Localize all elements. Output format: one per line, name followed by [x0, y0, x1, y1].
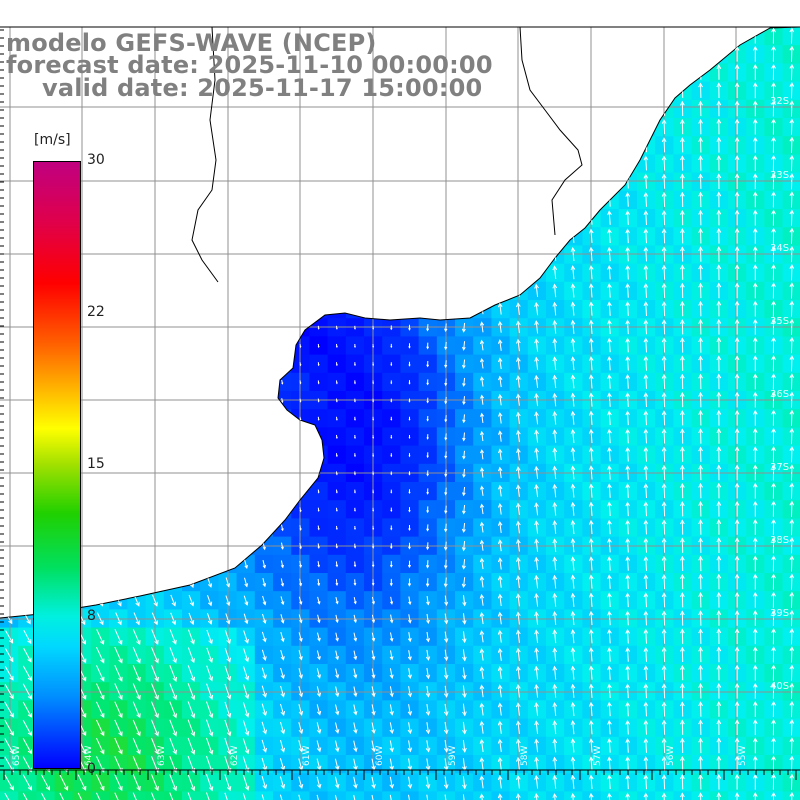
wind-arrow [372, 398, 375, 403]
wind-arrow [372, 471, 375, 476]
wind-arrow [353, 362, 356, 367]
lat-label: 39S [770, 608, 789, 619]
wind-arrow [390, 343, 393, 349]
lat-label: 37S [770, 462, 789, 473]
colorbar-tick: 30 [87, 152, 105, 168]
speed-cell [309, 791, 329, 800]
wind-arrow [372, 453, 375, 458]
colorbar [33, 161, 81, 769]
wind-arrow [390, 489, 393, 494]
speed-cell [345, 791, 365, 800]
lon-label: 60W [375, 746, 385, 766]
wind-arrow [353, 398, 356, 403]
lon-label: 61W [302, 746, 312, 766]
colorbar-tick: 15 [87, 456, 105, 472]
wind-arrow [353, 434, 356, 440]
speed-cell [291, 791, 310, 800]
wind-arrow [390, 380, 393, 385]
wind-arrow [353, 325, 356, 330]
wind-arrow [353, 343, 356, 349]
lon-label: 55W [738, 746, 748, 766]
lon-label: 59W [448, 746, 458, 766]
wind-arrow [372, 380, 375, 385]
speed-cell [182, 791, 201, 800]
wind-arrow [353, 416, 356, 421]
speed-cell [236, 791, 256, 800]
wind-arrow [408, 416, 411, 421]
wind-arrow [353, 453, 356, 458]
wind-arrow [408, 398, 411, 403]
lon-label: 65W [12, 746, 22, 766]
lat-label: 34S [770, 243, 789, 254]
lat-label: 40S [770, 681, 789, 692]
colorbar-unit: [m/s] [34, 132, 71, 148]
wind-arrow [372, 489, 375, 494]
wind-arrow [408, 361, 411, 367]
wind-arrow [353, 380, 356, 385]
speed-cell [273, 791, 292, 800]
speed-cell [163, 791, 183, 800]
speed-cell [254, 791, 274, 800]
lat-label: 32S [770, 96, 789, 107]
wind-arrow [390, 362, 393, 367]
speed-cell [0, 791, 19, 800]
speed-cell [200, 791, 219, 800]
wind-arrow [390, 416, 393, 421]
wind-arrow [408, 380, 411, 385]
wind-arrow [372, 362, 375, 367]
speed-cell [364, 791, 383, 800]
lon-label: 57W [593, 746, 603, 766]
wind-arrow [390, 525, 393, 531]
wind-arrow [353, 507, 356, 512]
lat-label: 33S [770, 170, 789, 181]
speed-cell [400, 791, 420, 800]
wind-arrow [372, 507, 375, 512]
wind-arrow [353, 471, 356, 476]
speed-cell [327, 791, 347, 800]
lon-label: 58W [520, 746, 530, 766]
lat-label: 38S [770, 535, 789, 546]
wind-arrow [408, 435, 411, 440]
wind-arrow [408, 453, 411, 458]
lat-label: 35S [770, 316, 789, 327]
speed-cell [127, 791, 147, 800]
speed-cell [145, 791, 165, 800]
speed-cell [72, 791, 92, 800]
wind-arrow [390, 398, 393, 403]
speed-cell [418, 791, 438, 800]
wind-arrow [372, 434, 375, 440]
lon-label: 56W [666, 746, 676, 766]
speed-cell [54, 791, 74, 800]
lat-label: 36S [770, 389, 789, 400]
colorbar-tick: 8 [87, 608, 96, 624]
wind-arrow [372, 416, 375, 421]
speed-cell [109, 791, 128, 800]
valid-date: valid date: 2025-11-17 15:00:00 [42, 74, 483, 102]
colorbar-tick: 22 [87, 304, 105, 320]
speed-cell [218, 791, 238, 800]
lon-label: 63W [157, 746, 167, 766]
speed-cell [382, 791, 401, 800]
wind-arrow [353, 489, 356, 494]
wind-arrow [390, 507, 393, 513]
wind-arrow [390, 453, 393, 458]
wind-arrow [408, 471, 411, 476]
wind-arrow [372, 325, 375, 330]
speed-cell [36, 791, 56, 800]
wind-arrow [390, 435, 393, 440]
speed-cell [18, 791, 37, 800]
colorbar-tick: 0 [87, 761, 96, 777]
wind-arrow [372, 343, 375, 349]
lon-label: 62W [230, 746, 240, 766]
speed-cell [91, 791, 110, 800]
wind-arrow [390, 471, 393, 476]
